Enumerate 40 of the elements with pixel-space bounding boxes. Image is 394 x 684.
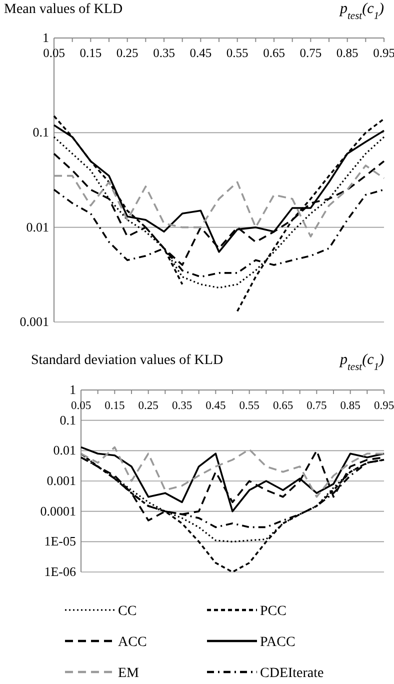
y-tick-label: 1 xyxy=(42,30,49,45)
x-tick-label: 0.45 xyxy=(206,400,226,412)
x-tick-label: 0.35 xyxy=(172,400,192,412)
legend-label: EM xyxy=(118,666,140,681)
y-tick-label: 1 xyxy=(70,382,76,397)
x-axis-title: p$_{test}$(c$_{1}$) xyxy=(339,352,384,372)
x-tick-label: 0.75 xyxy=(306,400,327,412)
x-tick-label: 0.55 xyxy=(239,400,260,412)
x-tick-label: 0.25 xyxy=(116,46,138,60)
legend-label: CC xyxy=(118,604,137,619)
x-tick-label: 0.95 xyxy=(374,400,394,412)
y-tick-label: 0.01 xyxy=(53,442,76,458)
x-tick-label: 0.65 xyxy=(263,46,285,60)
y-tick-label: 1E-05 xyxy=(44,534,76,549)
x-tick-label: 0.65 xyxy=(272,400,294,412)
y-tick-label: 0.001 xyxy=(46,473,76,488)
y-tick-label: 0.1 xyxy=(60,412,76,428)
chart-title: Mean values of KLD xyxy=(4,2,123,17)
legend-label: PACC xyxy=(260,635,296,650)
x-tick-label: 0.55 xyxy=(226,46,248,60)
x-tick-label: 0.85 xyxy=(336,46,358,60)
x-tick-label: 0.75 xyxy=(300,46,322,60)
y-tick-label: 1E-06 xyxy=(44,564,76,579)
x-tick-label: 0.05 xyxy=(70,400,92,412)
x-tick-label: 0.05 xyxy=(43,46,65,60)
x-tick-label: 0.15 xyxy=(104,400,125,412)
legend-label: ACC xyxy=(118,635,147,650)
x-tick-label: 0.15 xyxy=(80,46,102,60)
x-tick-label: 0.35 xyxy=(153,46,175,60)
x-tick-label: 0.85 xyxy=(340,400,361,412)
legend-label: CDEIterate xyxy=(260,666,324,681)
x-tick-label: 0.45 xyxy=(190,46,212,60)
x-tick-label: 0.25 xyxy=(138,400,159,412)
chart-title: Standard deviation values of KLD xyxy=(31,353,224,368)
y-tick-label: 0.1 xyxy=(32,124,49,140)
y-tick-label: 0.001 xyxy=(20,314,49,329)
legend-label: PCC xyxy=(260,604,286,619)
x-axis-title: p$_{test}$(c$_{1}$) xyxy=(339,1,384,22)
y-tick-label: 0.0001 xyxy=(40,503,76,518)
y-tick-label: 0.01 xyxy=(26,219,49,234)
